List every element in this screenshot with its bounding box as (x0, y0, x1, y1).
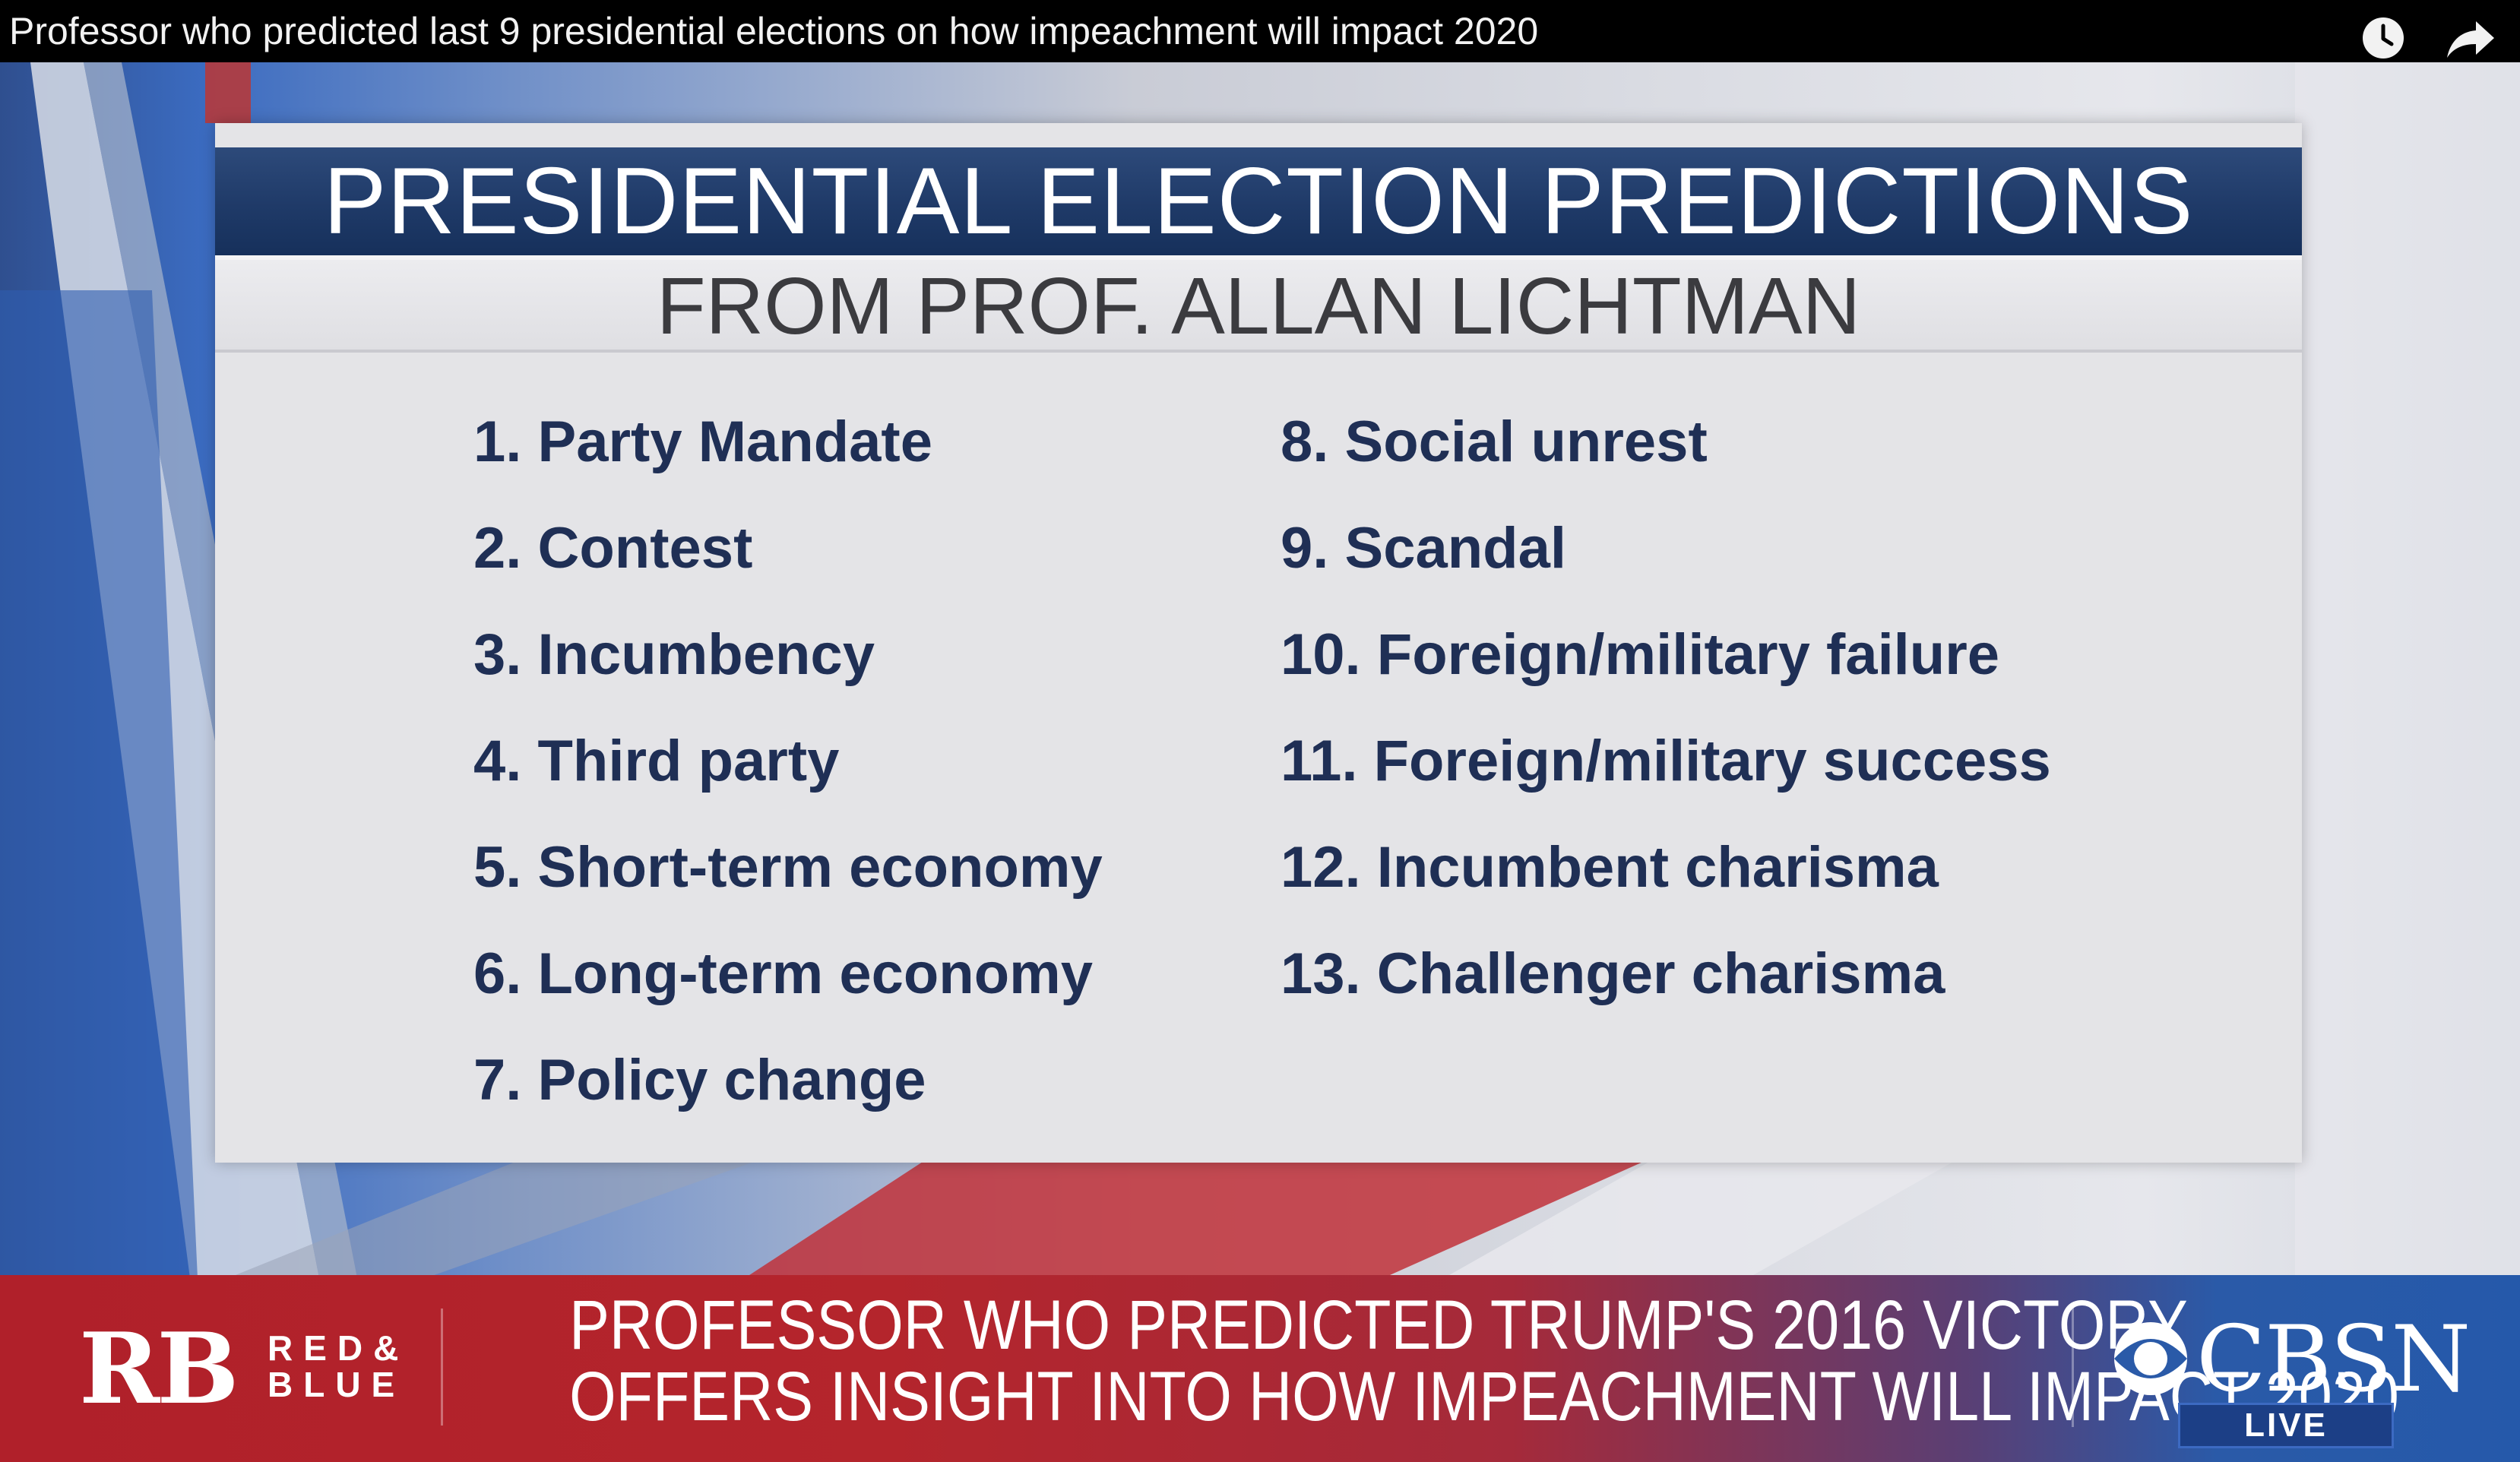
divider (441, 1309, 443, 1426)
list-item: 2. Contest (473, 516, 753, 581)
keys-list-left: 1. Party Mandate 2. Contest 3. Incumbenc… (473, 404, 1103, 1149)
list-item: 12. Incumbent charisma (1281, 835, 1939, 900)
logo-word-blue: BLUE (268, 1365, 406, 1404)
list-item: 5. Short-term economy (473, 835, 1103, 900)
live-badge: LIVE (2178, 1403, 2394, 1448)
list-item: 6. Long-term economy (473, 941, 1093, 1006)
graphic-subtitle-band: FROM PROF. ALLAN LICHTMAN (215, 260, 2302, 353)
list-item: 10. Foreign/military failure (1281, 622, 2000, 687)
list-item: 11. Foreign/military success (1281, 729, 2051, 793)
network-name: CBSN (2196, 1307, 2471, 1413)
list-item: 9. Scandal (1281, 516, 1566, 581)
cbs-eye-icon (2114, 1322, 2187, 1395)
keys-list-right: 8. Social unrest 9. Scandal 10. Foreign/… (1281, 404, 2051, 1043)
list-item: 8. Social unrest (1281, 410, 1708, 474)
predictions-graphic: PRESIDENTIAL ELECTION PREDICTIONS FROM P… (215, 123, 2302, 1163)
list-item: 3. Incumbency (473, 622, 875, 687)
list-item: 7. Policy change (473, 1048, 926, 1112)
lower-third-banner: RB RED& BLUE PROFESSOR WHO PREDICTED TRU… (0, 1275, 2520, 1462)
list-item: 1. Party Mandate (473, 410, 932, 474)
clock-icon[interactable] (2360, 15, 2406, 61)
list-item: 4. Third party (473, 729, 840, 793)
graphic-title-bar: PRESIDENTIAL ELECTION PREDICTIONS (215, 147, 2302, 260)
graphic-title: PRESIDENTIAL ELECTION PREDICTIONS (323, 149, 2194, 254)
headline-line-1: PROFESSOR WHO PREDICTED TRUMP'S 2016 VIC… (569, 1286, 2188, 1364)
list-item: 13. Challenger charisma (1281, 941, 1945, 1006)
video-title[interactable]: Professor who predicted last 9 president… (9, 10, 1539, 52)
share-arrow-icon[interactable] (2446, 15, 2496, 61)
divider (2072, 1305, 2074, 1427)
video-title-bar: Professor who predicted last 9 president… (0, 0, 2520, 62)
headline-line-2: OFFERS INSIGHT INTO HOW IMPEACHMENT WILL… (569, 1358, 2399, 1435)
red-and-blue-logo: RB (79, 1312, 239, 1426)
graphic-subtitle: FROM PROF. ALLAN LICHTMAN (656, 261, 1861, 351)
logo-word-red: RED& (268, 1328, 410, 1368)
